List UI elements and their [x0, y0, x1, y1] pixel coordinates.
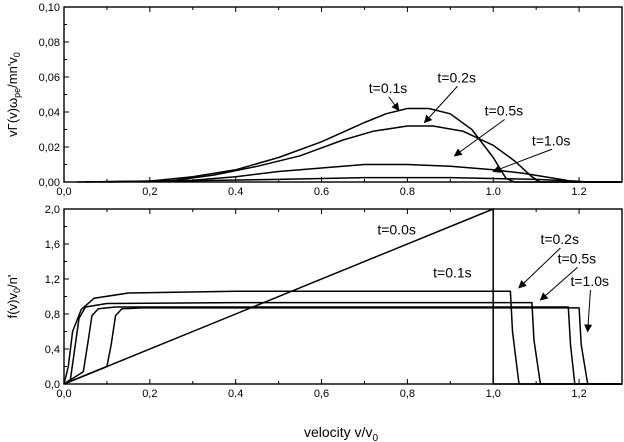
annotation-arrow [518, 247, 561, 289]
annotation-arrow [388, 96, 400, 112]
annotation-arrow [453, 119, 505, 157]
x-tick-label: 0,2 [142, 388, 157, 400]
x-tick-label: 0.4 [228, 388, 243, 400]
y-tick-label: 0,06 [39, 72, 60, 84]
x-tick-label: 0.4 [228, 186, 243, 198]
annotation-label: t=0.2s [437, 69, 476, 85]
annotation-arrow [423, 85, 458, 124]
x-tick-label: 0,2 [142, 186, 157, 198]
series-line-t-0-0s [63, 208, 622, 385]
x-tick-label: 0,0 [56, 186, 71, 198]
y-tick-label: 0,00 [39, 177, 60, 189]
annotation-label: t=0.5s [485, 103, 524, 119]
y-tick-label: 0,04 [39, 107, 60, 119]
x-tick-label: 0,6 [314, 388, 329, 400]
x-tick-label: 0,8 [400, 388, 415, 400]
x-tick-label: 0,0 [56, 388, 71, 400]
annotation-label: t=1.0s [570, 273, 609, 289]
top-panel: 0,0 0,2 0.4 0.6 0.8 1.0 1.2 0,00 0,02 0,04 0,06 0,0… [5, 2, 623, 198]
x-tick-label: 1.0 [486, 186, 501, 198]
x-tick-label: 0.6 [314, 186, 329, 198]
y-tick-label: 0,4 [45, 344, 60, 356]
x-tick-label: 0.8 [400, 186, 415, 198]
annotation-label: t=0.5s [558, 250, 597, 266]
series-line-t-0-2s [85, 125, 622, 183]
y-tick-label: 0,08 [39, 37, 60, 49]
y-tick-label: 0,0 [45, 379, 60, 391]
series-line-t-0-2s [63, 301, 622, 385]
x-tick-label: 1,2 [571, 388, 586, 400]
annotation-label: t=0.1s [369, 80, 408, 96]
x-axis-label: velocity v/v0 [304, 424, 378, 442]
annotation-arrow [492, 148, 553, 173]
annotation-arrow [539, 266, 578, 301]
y-tick-label: 2,0 [45, 204, 60, 216]
plot-frame [63, 6, 623, 183]
annotation-label: t=1.0s [532, 132, 571, 148]
y-axis-label: vΓ(v)ωpe/mn'v0 [5, 52, 22, 137]
series-line-t-0-5s [98, 163, 622, 183]
annotation-label: t=0.2s [540, 231, 579, 247]
plot-frame [63, 208, 623, 385]
series-line-t-1-0s [106, 176, 622, 183]
series-line-t-0-1s [63, 290, 622, 385]
bottom-panel: 0,0 0,2 0.4 0,6 0,8 1,0 1,2 0,0 0,4 0,8 1,2 1,6 2,0 t… [5, 204, 623, 400]
series-line-t-0-5s [63, 306, 622, 385]
x-tick-label: 1,0 [486, 388, 501, 400]
annotation-arrow [584, 289, 593, 333]
annotation-label: t=0.0s [377, 221, 416, 237]
y-tick-label: 0,10 [39, 2, 60, 14]
y-tick-label: 0,8 [45, 309, 60, 321]
annotation-label: t=0.1s [433, 264, 472, 280]
y-tick-label: 1,6 [45, 239, 60, 251]
y-axis-label: f(v)v0/n' [5, 275, 22, 319]
series-line-t-1-0s [63, 307, 622, 385]
y-tick-label: 1,2 [45, 274, 60, 286]
x-tick-label: 1.2 [571, 186, 586, 198]
y-tick-label: 0,02 [39, 142, 60, 154]
